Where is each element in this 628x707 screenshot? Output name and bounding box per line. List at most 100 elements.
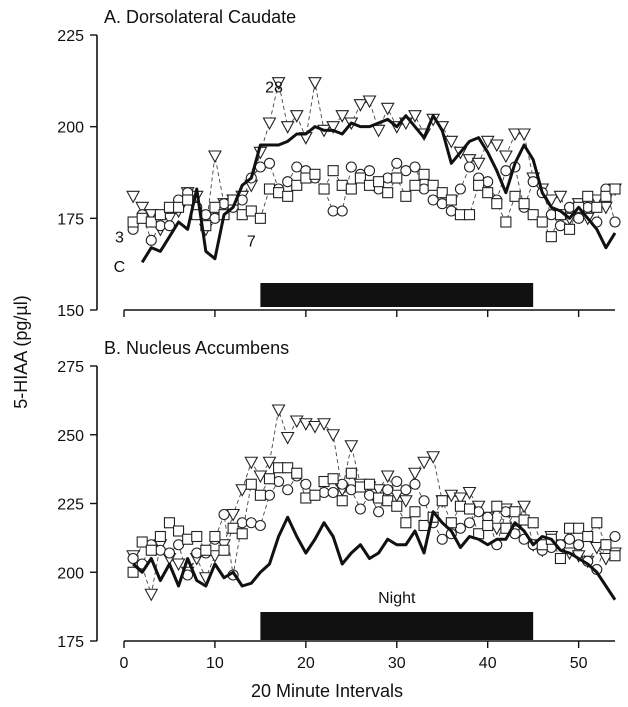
night-bar	[260, 612, 534, 640]
data-point-square	[163, 517, 176, 529]
data-point-circle	[463, 517, 476, 529]
data-point-square	[173, 525, 185, 537]
data-point-triangle	[135, 201, 150, 215]
data-point-square	[563, 223, 576, 235]
data-point-square	[363, 478, 376, 490]
data-point-circle	[354, 503, 366, 515]
y-tick-label: 275	[57, 359, 84, 376]
data-point-square	[273, 462, 285, 474]
data-point-square	[609, 550, 621, 562]
series-line-28	[132, 82, 616, 231]
data-point-square	[373, 176, 385, 188]
data-point-circle	[282, 484, 294, 496]
data-point-square	[218, 544, 230, 556]
data-point-square	[327, 165, 339, 177]
data-point-circle	[154, 544, 166, 556]
data-point-square	[563, 522, 576, 534]
data-point-triangle	[371, 484, 386, 497]
data-point-square	[309, 168, 321, 180]
data-point-circle	[400, 484, 412, 496]
data-point-circle	[482, 176, 494, 188]
night-bar	[260, 283, 534, 307]
data-point-square	[300, 492, 312, 504]
data-point-square	[382, 495, 394, 507]
data-point-square	[591, 201, 603, 213]
data-point-triangle	[262, 456, 277, 470]
data-point-triangle	[262, 117, 277, 131]
data-point-circle	[454, 522, 466, 534]
night-label: Night	[378, 590, 416, 607]
y-tick-label: 225	[57, 497, 84, 514]
data-point-triangle	[508, 128, 522, 142]
series-line-control	[132, 510, 617, 601]
data-point-square	[591, 517, 603, 529]
data-point-square	[327, 473, 339, 485]
data-point-triangle	[471, 157, 486, 171]
data-point-circle	[263, 489, 276, 501]
data-point-square	[454, 209, 466, 221]
data-point-square	[318, 183, 330, 195]
data-point-circle	[545, 209, 557, 221]
data-point-circle	[454, 183, 466, 195]
data-point-square	[154, 209, 166, 221]
data-point-square	[145, 216, 157, 228]
data-point-triangle	[326, 121, 341, 134]
data-point-square	[418, 168, 430, 180]
data-point-square	[282, 462, 294, 474]
data-point-square	[427, 179, 439, 191]
data-point-square	[400, 190, 412, 202]
data-point-circle	[409, 478, 421, 490]
data-point-square	[191, 530, 203, 543]
data-point-circle	[373, 506, 385, 518]
data-point-square	[518, 514, 530, 526]
x-tick-label: 10	[206, 655, 224, 672]
data-point-square	[582, 190, 594, 202]
data-point-circle	[291, 161, 303, 173]
data-point-circle	[418, 183, 430, 195]
data-point-square	[482, 187, 494, 199]
data-point-square	[336, 179, 348, 191]
data-point-square	[309, 489, 321, 501]
data-point-square	[291, 179, 303, 191]
data-point-square	[209, 530, 221, 543]
data-point-circle	[500, 165, 512, 177]
data-point-square	[527, 209, 539, 221]
data-point-square	[345, 467, 357, 479]
x-axis-title: 20 Minute Intervals	[251, 681, 403, 701]
data-point-circle	[409, 161, 421, 173]
data-point-circle	[382, 172, 394, 184]
data-point-triangle	[598, 201, 613, 215]
data-point-triangle	[417, 456, 431, 470]
data-point-circle	[400, 165, 412, 177]
y-tick-label: 225	[57, 28, 84, 45]
data-point-square	[245, 205, 257, 217]
data-point-circle	[336, 205, 348, 217]
data-point-circle	[391, 475, 403, 488]
data-point-circle	[609, 530, 621, 543]
data-point-square	[391, 172, 403, 184]
data-point-circle	[427, 194, 439, 206]
data-point-circle	[300, 478, 312, 490]
data-point-square	[573, 522, 585, 534]
series-line-3	[132, 475, 616, 577]
data-point-triangle	[144, 209, 159, 222]
data-point-square	[382, 187, 394, 199]
data-point-circle	[445, 205, 457, 217]
data-point-square	[409, 179, 421, 191]
data-point-circle	[363, 165, 376, 177]
data-point-circle	[609, 216, 621, 228]
data-point-square	[145, 544, 157, 556]
data-point-circle	[563, 201, 576, 213]
data-point-triangle	[344, 440, 359, 453]
data-point-triangle	[280, 121, 295, 134]
x-tick-label: 50	[570, 655, 588, 672]
data-point-triangle	[308, 77, 322, 90]
data-point-square	[391, 500, 403, 512]
data-point-circle	[573, 212, 585, 224]
data-point-triangle	[498, 150, 513, 164]
data-point-square	[409, 506, 421, 518]
series-annotation: 7	[247, 233, 256, 250]
data-point-triangle	[362, 95, 377, 109]
data-point-square	[363, 179, 376, 191]
